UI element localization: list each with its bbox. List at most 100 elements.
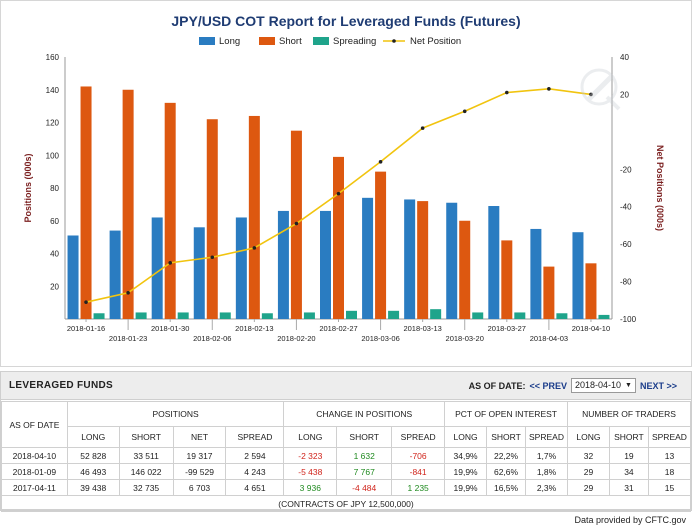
bar-short [122,89,134,319]
table-row: 2018-04-10 52 828 33 511 19 317 2 594 -2… [1,447,692,464]
header-as-of-date: AS OF DATE [1,401,68,448]
table-title: LEVERAGED FUNDS [9,380,113,391]
bar-long [446,202,458,319]
bar-long [320,210,331,319]
subheader-cell: SHORT [486,426,527,448]
header-pct-open-interest: PCT OF OPEN INTEREST [444,401,568,427]
x-tick-label: 2018-01-16 [67,324,105,333]
x-tick-label: 2018-01-30 [151,324,189,333]
bar-long [193,227,205,319]
cell-chg-short: -4 484 [336,479,393,496]
bar-short [501,240,513,319]
cell-traders-short: 34 [608,463,649,480]
bar-short [248,115,260,319]
y2-tick-label: -20 [620,165,632,174]
y2-tick-label: -40 [620,203,632,212]
cell-pos-spread: 4 243 [225,463,285,480]
cell-chg-spread: 1 235 [391,479,446,496]
row-date: 2018-04-10 [1,447,68,464]
bar-spreading [303,312,315,319]
x-tick-label: 2018-02-27 [319,324,357,333]
header-change-in-positions: CHANGE IN POSITIONS [283,401,446,427]
subheader-cell: NET [172,426,227,448]
cell-pos-net: -99 529 [172,463,227,480]
net-position-point [505,90,509,95]
x-tick-label: 2018-03-20 [446,334,484,343]
legend-swatch [259,37,275,45]
net-position-point [126,291,130,295]
subheader-cell: SPREAD [525,426,568,448]
net-position-point [589,92,593,97]
cell-traders-long: 29 [567,463,610,480]
cell-traders-spread: 13 [647,447,692,464]
net-position-line [84,87,593,304]
net-position-point [336,191,341,196]
cell-pct-short: 22,2% [486,447,527,464]
bar-long [572,232,584,319]
bar-short [543,266,555,319]
bar-short [164,102,176,319]
x-tick-label: 2018-03-06 [361,334,399,343]
bar-spreading [177,312,189,319]
subheader-cell: SPREAD [225,426,285,448]
cell-chg-long: 3 936 [283,479,338,496]
bar-short [80,86,92,319]
table-row: 2017-04-11 39 438 32 735 6 703 4 651 3 9… [1,479,692,496]
y-tick-label: 60 [50,217,59,226]
bar-spreading [514,312,526,319]
y-tick-label: 80 [50,184,59,193]
bar-spreading [261,313,273,319]
subheader-cell: SPREAD [647,426,692,448]
bar-long [362,197,374,319]
next-button[interactable]: NEXT >> [639,380,677,391]
prev-button[interactable]: << PREV [529,380,567,391]
x-tick-label: 2018-01-23 [109,334,147,343]
date-select[interactable]: 2018-04-10 ▼ [571,378,636,393]
y-tick-label: 40 [50,250,59,259]
subheader-cell: SHORT [336,426,393,448]
x-tick-label: 2018-04-10 [572,324,610,333]
row-date: 2018-01-09 [1,463,68,480]
header-number-of-traders: NUMBER OF TRADERS [567,401,691,427]
leveraged-funds-table-panel: LEVERAGED FUNDS AS OF DATE: << PREV 2018… [0,371,692,512]
net-position-point [547,87,551,91]
y-tick-label: 160 [46,53,60,62]
legend-label: Long [219,36,240,47]
net-position-point [294,221,299,226]
y2-axis-title: Net Positions (000s) [655,145,665,231]
cell-pct-short: 62,6% [486,463,527,480]
subheader-cell: LONG [66,426,120,448]
cell-pct-spread: 1,7% [525,447,568,464]
header-positions: POSITIONS [66,401,285,427]
bar-short [459,220,471,319]
x-tick-label: 2018-04-03 [530,334,568,343]
table-note-row: (CONTRACTS OF JPY 12,500,000) [1,495,691,512]
subheader-cell: LONG [567,426,610,448]
bar-long [235,217,247,319]
bar-long [530,228,542,319]
cell-chg-short: 1 632 [336,447,393,464]
subheader-cell: LONG [444,426,488,448]
net-position-point [84,300,88,304]
y-tick-label: 100 [46,151,60,160]
as-of-date-controls: AS OF DATE: << PREV 2018-04-10 ▼ NEXT >> [469,378,677,393]
y-tick-label: 140 [46,86,60,95]
cell-pos-short: 146 022 [118,463,174,480]
cell-chg-long: -2 323 [283,447,338,464]
legend-marker [392,39,396,43]
legend-label: Spreading [333,36,376,47]
x-tick-label: 2018-03-13 [403,324,441,333]
cell-pct-spread: 1,8% [525,463,568,480]
chart-legend: Long Short Spreading Net Position [199,36,461,47]
net-position-point [378,160,383,164]
table-header-bar: LEVERAGED FUNDS AS OF DATE: << PREV 2018… [1,372,691,400]
bar-long [488,206,500,319]
y-tick-label: 20 [50,282,59,291]
cot-chart: JPY/USD COT Report for Leveraged Funds (… [23,13,665,343]
bar-spreading [135,312,147,319]
subheader-cell: SHORT [118,426,174,448]
bar-short [375,171,387,319]
table-row: 2018-01-09 46 493 146 022 -99 529 4 243 … [1,463,692,480]
cell-pos-spread: 4 651 [225,479,285,496]
subheader-cell: LONG [283,426,338,448]
